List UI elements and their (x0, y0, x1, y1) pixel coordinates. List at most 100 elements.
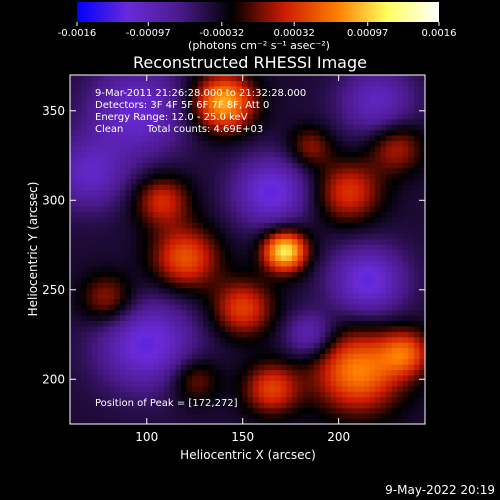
heatmap-cell (203, 298, 210, 305)
heatmap-cell (314, 407, 321, 414)
heatmap-cell (308, 293, 315, 300)
heatmap-cell (75, 260, 82, 267)
heatmap-cell (180, 391, 188, 398)
heatmap-cell (147, 265, 154, 272)
heatmap-cell (142, 173, 149, 180)
heatmap-cell (236, 249, 243, 256)
heatmap-cell (286, 282, 293, 289)
heatmap-cell (136, 216, 143, 223)
heatmap-cell (330, 276, 337, 283)
heatmap-cell (75, 129, 82, 136)
heatmap-cell (330, 124, 337, 131)
heatmap-cell (97, 205, 104, 212)
heatmap-cell (103, 211, 110, 218)
heatmap-cell (419, 336, 425, 343)
heatmap-cell (197, 402, 204, 409)
heatmap-cell (369, 402, 376, 409)
heatmap-cell (341, 113, 348, 120)
heatmap-cell (363, 189, 371, 196)
heatmap-cell (142, 222, 149, 229)
heatmap-cell (180, 282, 188, 289)
heatmap-cell (380, 347, 387, 354)
heatmap-cell (103, 85, 110, 92)
heatmap-cell (375, 124, 382, 131)
heatmap-cell (363, 293, 371, 300)
heatmap-cell (291, 342, 299, 349)
heatmap-cell (97, 331, 104, 338)
heatmap-cell (75, 200, 82, 207)
heatmap-cell (70, 85, 77, 92)
heatmap-cell (147, 91, 154, 98)
heatmap-cell (336, 124, 343, 131)
heatmap-cell (75, 178, 82, 185)
heatmap-cell (230, 282, 238, 289)
heatmap-cell (81, 380, 88, 387)
heatmap-cell (314, 265, 321, 272)
heatmap-cell (363, 249, 371, 256)
heatmap-cell (70, 96, 77, 103)
heatmap-cell (230, 96, 238, 103)
heatmap-cell (125, 173, 132, 180)
heatmap-cell (397, 107, 404, 114)
heatmap-cell (192, 276, 199, 283)
heatmap-cell (336, 189, 343, 196)
heatmap-cell (230, 134, 238, 142)
heatmap-cell (147, 194, 154, 202)
heatmap-cell (103, 151, 110, 158)
heatmap-cell (302, 102, 310, 109)
heatmap-cell (419, 145, 425, 152)
heatmap-cell (119, 156, 127, 163)
heatmap-cell (408, 205, 415, 212)
heatmap-cell (336, 271, 343, 278)
heatmap-cell (153, 402, 160, 409)
heatmap-cell (258, 418, 265, 424)
heatmap-cell (108, 282, 115, 289)
heatmap-cell (380, 140, 387, 147)
heatmap-cell (203, 374, 210, 381)
heatmap-cell (219, 265, 226, 272)
heatmap-cell (241, 244, 249, 251)
heatmap-cell (70, 205, 77, 212)
heatmap-cell (136, 413, 143, 420)
heatmap-cell (280, 254, 287, 262)
heatmap-cell (330, 413, 337, 420)
heatmap-cell (291, 173, 299, 180)
heatmap-cell (153, 75, 160, 82)
heatmap-cell (225, 244, 232, 251)
heatmap-cell (319, 325, 326, 332)
heatmap-cell (236, 298, 243, 305)
heatmap-cell (325, 287, 332, 294)
heatmap-cell (125, 124, 132, 131)
heatmap-cell (413, 227, 421, 234)
heatmap-cell (347, 102, 354, 109)
heatmap-cell (214, 134, 221, 142)
heatmap-cell (203, 413, 210, 420)
heatmap-cell (142, 320, 149, 327)
heatmap-cell (114, 75, 121, 82)
heatmap-cell (314, 189, 321, 196)
heatmap-cell (158, 184, 165, 191)
heatmap-cell (297, 347, 304, 354)
heatmap-cell (142, 75, 149, 82)
heatmap-cell (363, 265, 371, 272)
heatmap-cell (70, 320, 77, 327)
heatmap-cell (219, 396, 226, 403)
heatmap-cell (75, 304, 82, 311)
heatmap-cell (142, 309, 149, 316)
heatmap-cell (203, 211, 210, 218)
heatmap-cell (214, 200, 221, 207)
heatmap-cell (341, 184, 348, 191)
heatmap-cell (114, 102, 121, 109)
heatmap-cell (241, 91, 249, 98)
heatmap-cell (147, 298, 154, 305)
heatmap-cell (142, 216, 149, 223)
heatmap-cell (314, 293, 321, 300)
heatmap-cell (131, 293, 138, 300)
heatmap-cell (336, 342, 343, 349)
heatmap-cell (197, 314, 204, 321)
heatmap-cell (253, 391, 260, 398)
heatmap-cell (241, 173, 249, 180)
heatmap-cell (291, 385, 299, 392)
heatmap-cell (203, 304, 210, 311)
heatmap-cell (241, 260, 249, 267)
